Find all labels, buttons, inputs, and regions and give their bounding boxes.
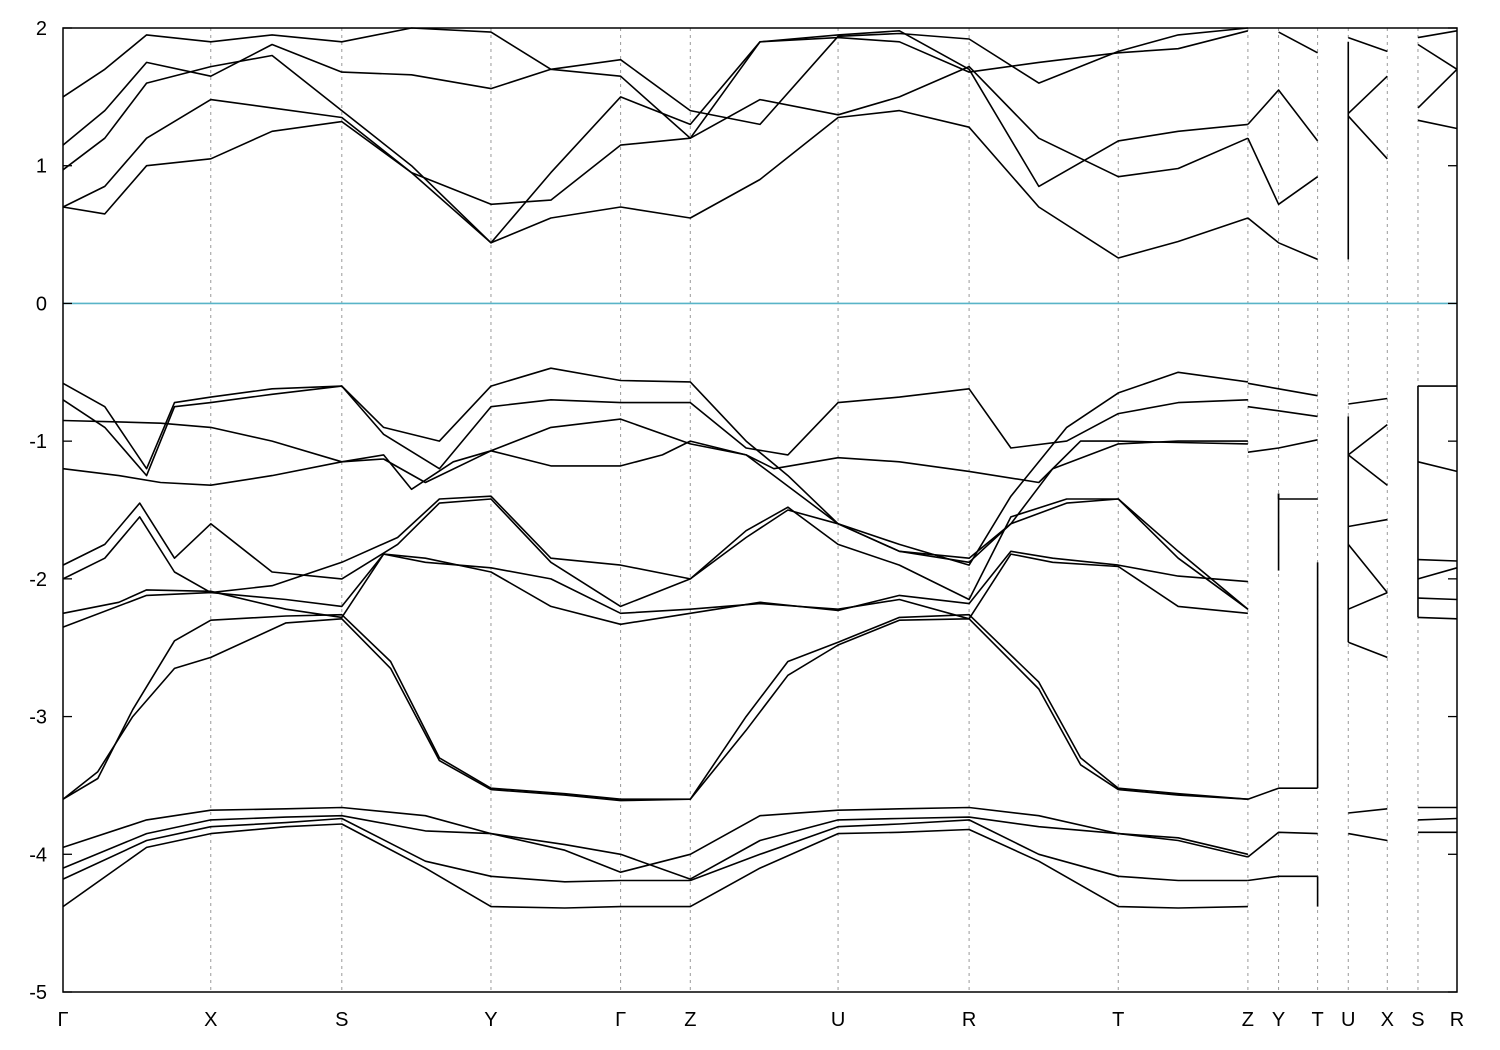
x-tick-label: X <box>204 1009 217 1031</box>
x-tick-label: Γ <box>615 1009 626 1031</box>
band-line-46 <box>1417 597 1458 601</box>
band-line-19 <box>1277 493 1318 500</box>
band-line-38 <box>1348 808 1388 814</box>
x-tick-label: T <box>1112 1009 1124 1031</box>
band-line-49 <box>1417 817 1458 821</box>
band-line-12 <box>62 385 1248 477</box>
plot-frame <box>62 27 1458 993</box>
band-line-28 <box>1247 89 1319 142</box>
x-tick-label: Γ <box>57 1009 68 1031</box>
band-line-21 <box>1247 439 1318 453</box>
band-line-51 <box>1417 119 1458 130</box>
x-tick-label: S <box>1411 1009 1424 1031</box>
y-tick-label: -5 <box>29 982 47 1004</box>
band-line-9 <box>62 498 1249 610</box>
band-line-29 <box>1278 31 1318 54</box>
x-tick-label: X <box>1381 1009 1394 1031</box>
y-axis-ticks: -5 -4 -3 -2 -1 0 1 2 <box>29 18 1457 1004</box>
band-line-43 <box>1417 461 1458 473</box>
band-line-36 <box>1348 397 1388 405</box>
band-line-2 <box>62 814 1249 880</box>
x-tick-label: S <box>335 1009 348 1031</box>
segment-separators <box>1277 41 1419 907</box>
x-tick-label: T <box>1311 1009 1323 1031</box>
band-line-8 <box>62 495 1249 610</box>
band-line-14 <box>62 109 1249 259</box>
band-line-32 <box>1347 543 1388 594</box>
band-series <box>62 27 1458 909</box>
band-line-24 <box>1247 875 1318 882</box>
x-tick-label: Z <box>1242 1009 1254 1031</box>
y-tick-label: 1 <box>36 156 47 178</box>
band-line-18 <box>62 27 1248 126</box>
band-line-7 <box>62 553 1248 620</box>
x-tick-label: R <box>962 1009 976 1031</box>
band-line-30 <box>1348 641 1388 659</box>
band-line-41 <box>1348 36 1388 53</box>
y-tick-label: 2 <box>36 18 47 40</box>
band-line-44 <box>1417 558 1458 562</box>
band-line-52 <box>1417 68 1458 109</box>
band-line-13 <box>62 367 1249 566</box>
band-line-27 <box>1247 137 1319 206</box>
band-line-15 <box>62 65 1249 208</box>
band-line-16 <box>62 30 1249 244</box>
band-line-25 <box>1247 831 1318 858</box>
band-line-11 <box>62 419 1248 484</box>
band-line-34 <box>1347 423 1388 456</box>
x-tick-label: Y <box>1272 1009 1285 1031</box>
band-line-17 <box>62 30 1248 188</box>
band-line-22 <box>1247 382 1318 397</box>
y-tick-label: 0 <box>36 293 47 315</box>
y-tick-label: -3 <box>29 707 47 729</box>
band-line-35 <box>1347 454 1388 486</box>
band-line-33 <box>1348 518 1388 528</box>
x-tick-label: U <box>1341 1009 1355 1031</box>
band-line-10 <box>62 418 1248 564</box>
band-line-40 <box>1347 75 1388 114</box>
band-line-23 <box>1247 787 1318 800</box>
x-tick-label: U <box>831 1009 845 1031</box>
y-tick-label: -4 <box>29 844 47 866</box>
kpath-gridlines <box>210 28 1419 992</box>
band-line-20 <box>1247 405 1318 418</box>
band-line-31 <box>1347 591 1388 610</box>
band-line-39 <box>1347 115 1388 160</box>
band-line-26 <box>1247 217 1318 261</box>
band-line-54 <box>1417 30 1458 39</box>
band-line-3 <box>62 806 1249 873</box>
band-line-45 <box>1417 567 1458 580</box>
band-line-0 <box>62 823 1248 909</box>
y-tick-label: -2 <box>29 569 47 591</box>
x-tick-label: Y <box>484 1009 497 1031</box>
band-line-5 <box>62 618 1248 802</box>
band-line-6 <box>62 550 1248 628</box>
y-tick-label: -1 <box>29 431 47 453</box>
band-line-47 <box>1417 616 1458 620</box>
band-line-37 <box>1348 832 1388 842</box>
band-line-1 <box>62 817 1248 883</box>
band-line-53 <box>1417 43 1458 70</box>
x-tick-label: Z <box>684 1009 696 1031</box>
band-line-4 <box>62 613 1248 800</box>
x-tick-label: R <box>1450 1009 1464 1031</box>
